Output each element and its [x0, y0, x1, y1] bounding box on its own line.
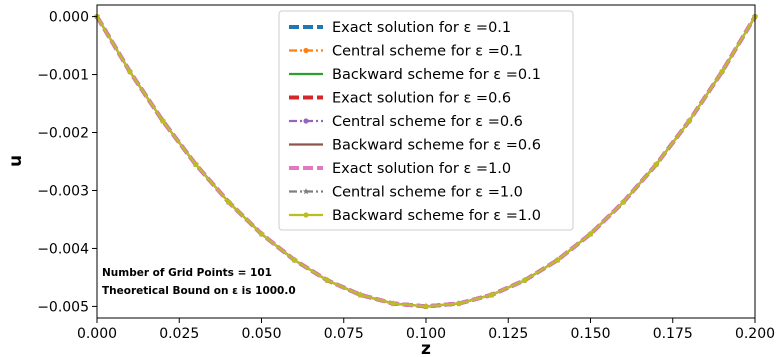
- legend-entry-9: Backward scheme for ε =1.0: [289, 208, 541, 224]
- legend-entry-5: Central scheme for ε =0.6: [289, 114, 523, 130]
- data-point: [653, 161, 659, 167]
- x-tick-label: 0.100: [406, 326, 446, 342]
- y-tick-label: −0.001: [37, 68, 89, 84]
- legend-entry-4: Exact solution for ε =0.6: [289, 91, 511, 107]
- legend-label: Exact solution for ε =0.6: [332, 91, 511, 107]
- legend-label: Central scheme for ε =0.6: [332, 114, 523, 130]
- y-tick-label: −0.005: [37, 299, 89, 315]
- annotation-theoretical-bound: Theoretical Bound on ε is 1000.0: [102, 285, 296, 297]
- data-point: [522, 277, 528, 283]
- data-point: [489, 292, 495, 298]
- legend-marker: [303, 212, 309, 218]
- x-axis-title: z: [421, 339, 431, 357]
- data-point: [423, 303, 429, 310]
- data-point: [291, 257, 297, 263]
- series-layer: [93, 13, 759, 310]
- data-point: [587, 231, 594, 237]
- x-tick-label: 0.125: [488, 326, 528, 342]
- y-tick-label: 0.000: [49, 10, 89, 26]
- y-tick-label: −0.003: [37, 183, 89, 199]
- data-point: [555, 257, 561, 263]
- series-9: [94, 13, 758, 310]
- y-tick-label: −0.004: [37, 241, 89, 257]
- data-point: [456, 300, 462, 307]
- x-tick-label: 0.025: [159, 326, 199, 342]
- x-tick-label: 0.175: [653, 326, 693, 342]
- x-tick-label: 0.150: [570, 326, 610, 342]
- legend-marker: [304, 166, 308, 170]
- legend-marker: [304, 95, 308, 100]
- data-point: [620, 199, 627, 205]
- data-point: [719, 69, 725, 75]
- legend-label: Exact solution for ε =0.1: [332, 20, 511, 36]
- x-tick-label: 0.075: [324, 326, 364, 342]
- annotation-grid-points: Number of Grid Points = 101: [102, 267, 272, 279]
- y-axis-title: u: [6, 155, 26, 167]
- legend-entry-7: Exact solution for ε =1.0: [289, 161, 511, 177]
- legend-entry-1: Exact solution for ε =0.1: [289, 20, 511, 36]
- legend-label: Central scheme for ε =1.0: [332, 185, 523, 201]
- legend-label: Backward scheme for ε =1.0: [332, 208, 541, 224]
- data-point: [357, 292, 363, 298]
- legend: Exact solution for ε =0.1 Central scheme …: [278, 10, 574, 231]
- data-point: [127, 69, 133, 75]
- data-point: [258, 231, 265, 237]
- x-tick-label: 0.200: [735, 326, 775, 342]
- x-axis: 0.000 0.025 0.050 0.075 0.100 0.125 0.150 0.175…: [77, 318, 775, 342]
- data-point: [390, 300, 396, 307]
- annotations: Number of Grid Points = 101 Theoretical …: [102, 267, 296, 297]
- data-point: [160, 118, 166, 124]
- legend-marker: [303, 118, 309, 124]
- data-point: [686, 118, 692, 124]
- legend-entry-2: Central scheme for ε =0.1: [289, 44, 523, 60]
- y-tick-label: −0.002: [37, 126, 89, 142]
- legend-marker: [302, 188, 310, 195]
- legend-label: Backward scheme for ε =0.6: [332, 138, 541, 154]
- data-point: [226, 199, 232, 205]
- legend-entry-3: Backward scheme for ε =0.1: [289, 67, 541, 83]
- legend-marker: [304, 25, 308, 29]
- legend-entry-8: Central scheme for ε =1.0: [289, 185, 523, 201]
- data-point: [193, 161, 199, 167]
- legend-label: Central scheme for ε =0.1: [332, 44, 523, 60]
- y-axis: 0.000 −0.001 −0.002 −0.003 −0.004 −0.005: [37, 10, 97, 315]
- legend-label: Backward scheme for ε =0.1: [332, 67, 541, 83]
- data-point: [324, 277, 330, 283]
- legend-box: [278, 10, 574, 231]
- legend-entry-6: Backward scheme for ε =0.6: [289, 138, 541, 154]
- legend-marker: [303, 47, 309, 54]
- x-tick-label: 0.050: [241, 326, 281, 342]
- x-tick-label: 0.000: [77, 326, 117, 342]
- legend-label: Exact solution for ε =1.0: [332, 161, 511, 177]
